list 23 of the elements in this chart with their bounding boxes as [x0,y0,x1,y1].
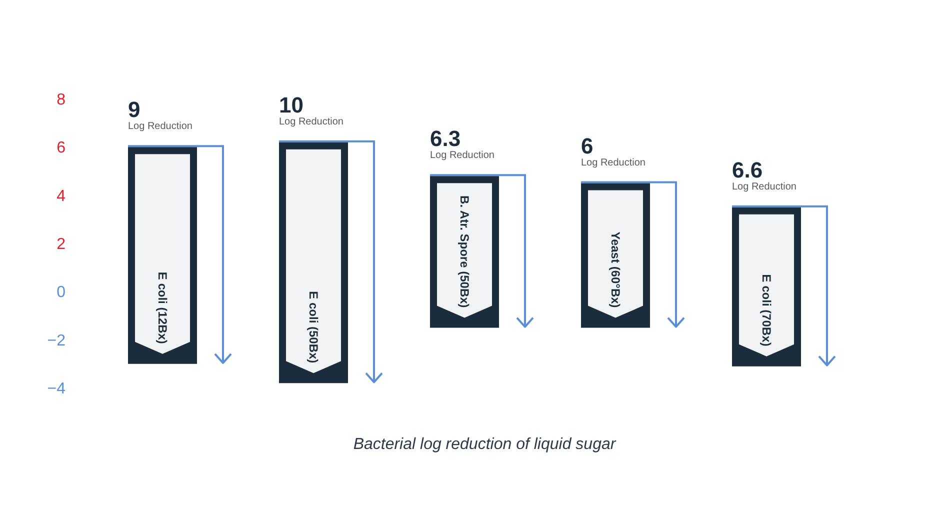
data-label: 9 [128,97,140,122]
y-tick-label: −4 [47,380,66,398]
y-tick-label: 2 [56,236,66,253]
data-label: 6 [581,133,594,158]
annotation: Log Reduction [128,121,192,132]
annotation: Log Reduction [430,150,494,162]
y-tick-label: −2 [47,332,66,350]
x-tick-label: E coli (70Bx) [760,274,774,346]
annotation: Log Reduction [732,181,796,192]
data-label: 10 [279,92,304,118]
text: Bacterial log reduction of liquid sugar [353,436,616,453]
x-tick-label: Yeast (60°Bx) [608,232,622,308]
y-tick-label: 6 [56,140,66,157]
x-tick-label: E coli (50Bx) [306,291,320,364]
annotation: Log Reduction [279,116,344,128]
annotation: Log Reduction [581,157,646,168]
x-tick-label: E coli (12Bx) [156,272,170,344]
y-tick-label: 4 [56,188,66,205]
data-label: 6.6 [732,157,763,182]
y-tick-label: 8 [56,92,66,108]
data-label: 6.3 [430,126,461,152]
x-tick-label: B. Atr. Spore (50Bx) [458,196,472,308]
y-tick-label: 0 [56,284,66,302]
